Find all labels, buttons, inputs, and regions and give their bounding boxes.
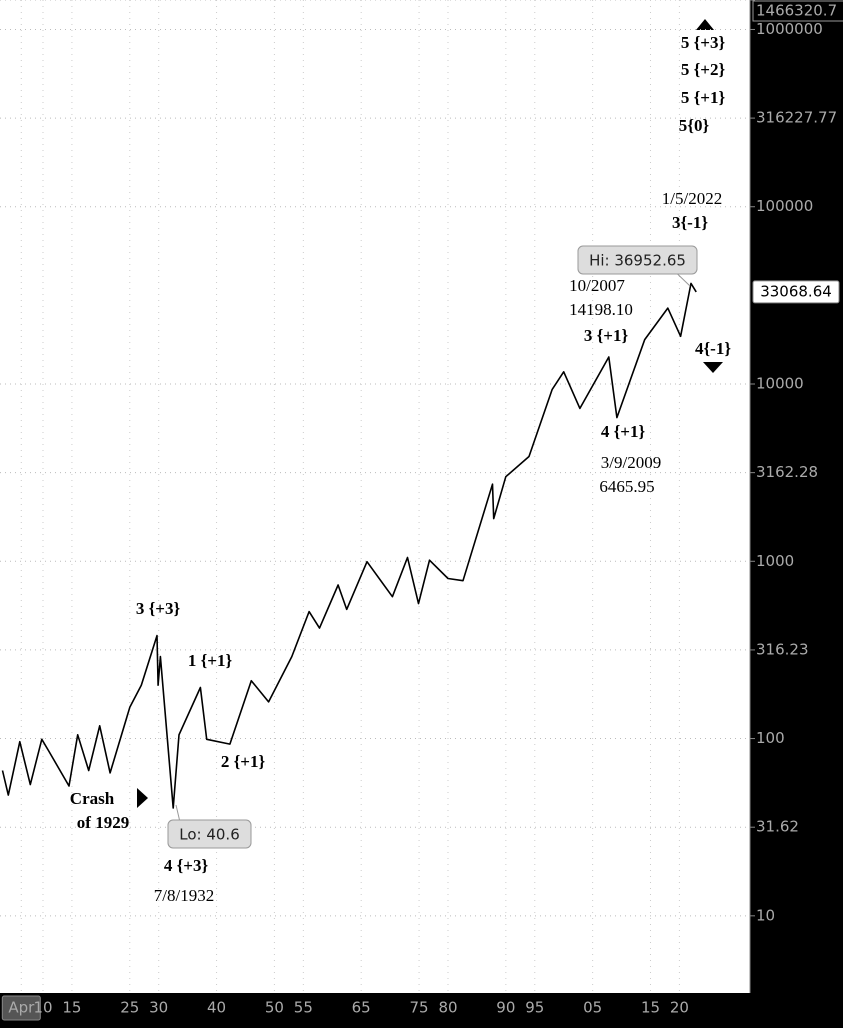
- y-tick-label: 100000: [756, 197, 813, 215]
- down-arrow: [703, 362, 723, 373]
- annotation: 5 {+2}: [681, 60, 726, 79]
- annotation: 5 {+3}: [681, 33, 726, 52]
- x-tick-label: 15: [62, 999, 81, 1017]
- x-tick-label: Apr: [8, 999, 35, 1017]
- callout-box: [577, 245, 698, 275]
- callout-pointer: [175, 804, 180, 821]
- x-tick-label: 10: [33, 999, 52, 1017]
- x-tick-label: 80: [438, 999, 457, 1017]
- annotation: 3/9/2009: [601, 453, 661, 472]
- annotation: 5 {+1}: [681, 88, 726, 107]
- x-tick-label: 30: [149, 999, 168, 1017]
- annotation: 4{-1}: [695, 339, 731, 358]
- last-value-label: 33068.64: [760, 282, 832, 300]
- tick-label-box: [1, 995, 41, 1021]
- callout-pointer: [677, 273, 691, 287]
- x-tick-label: 40: [207, 999, 226, 1017]
- up-arrow: [696, 19, 714, 30]
- y-tick-label: 10000: [756, 375, 804, 393]
- x-tick-label: 20: [670, 999, 689, 1017]
- x-tick-label: 75: [410, 999, 429, 1017]
- annotation: 3 {+3}: [136, 599, 181, 618]
- tick-label-box: [752, 0, 843, 22]
- grid: [0, 0, 755, 993]
- x-tick-label: 25: [120, 999, 139, 1017]
- y-tick-label: 3162.28: [756, 463, 818, 481]
- x-tick-label: 95: [525, 999, 544, 1017]
- last-value-box: [752, 280, 840, 304]
- x-tick-label: 55: [294, 999, 313, 1017]
- annotation: 3{-1}: [672, 213, 708, 232]
- annotation: 2 {+1}: [221, 752, 266, 771]
- plot: [1, 282, 697, 809]
- x-tick-label: 05: [583, 999, 602, 1017]
- annotation: 4 {+1}: [601, 422, 646, 441]
- y-axis-band: [750, 0, 843, 1024]
- x-tick-label: 90: [496, 999, 515, 1017]
- price-line: [1, 282, 697, 809]
- callout-box: [167, 819, 252, 849]
- annotation: 4 {+3}: [164, 856, 209, 875]
- annotation: 1/5/2022: [662, 189, 722, 208]
- y-tick-label: 1000: [756, 552, 794, 570]
- callout-label: Lo: 40.6: [179, 826, 240, 844]
- y-tick-label: 1466320.7: [756, 2, 837, 20]
- annotation: 1 {+1}: [188, 651, 233, 670]
- y-tick-label: 316227.77: [756, 109, 837, 127]
- annotation: Crash: [70, 789, 115, 808]
- annotation: 3 {+1}: [584, 326, 629, 345]
- x-tick-label: 15: [641, 999, 660, 1017]
- y-tick-label: 10: [756, 906, 775, 924]
- y-tick-label: 100: [756, 729, 785, 747]
- y-tick-label: 31.62: [756, 818, 799, 836]
- annotation: 14198.10: [569, 300, 633, 319]
- x-tick-label: 65: [352, 999, 371, 1017]
- annotation: 7/8/1932: [154, 886, 214, 905]
- callout-label: Hi: 36952.65: [589, 252, 686, 270]
- y-tick-label: 316.23: [756, 640, 809, 658]
- x-tick-label: 50: [265, 999, 284, 1017]
- annotation: 10/2007: [569, 276, 625, 295]
- right-arrow: [137, 788, 148, 808]
- annotation: 5{0}: [679, 116, 710, 135]
- y-tick-label: 1000000: [756, 20, 823, 38]
- x-axis-band: [0, 993, 843, 1024]
- plot-area: [0, 0, 750, 993]
- annotation: 6465.95: [599, 477, 654, 496]
- annotation: of 1929: [77, 813, 129, 832]
